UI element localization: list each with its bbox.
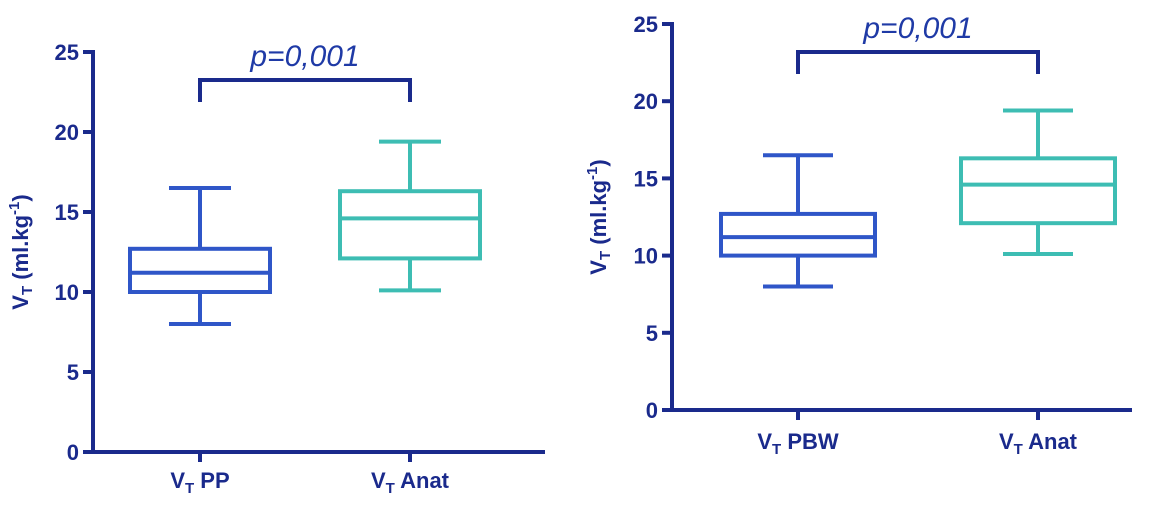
boxplot-1	[719, 153, 877, 289]
y-tick-label: 10	[634, 244, 658, 269]
chart-2: 0 5 10 15 20 25 VT (ml.kg-1) VT PBW VT Anat p=0,0…	[584, 12, 1132, 458]
p-value-label: p=0,001	[862, 12, 972, 45]
y-tick-label: 15	[55, 200, 79, 225]
y-tick-label: 25	[634, 12, 658, 37]
y-tick-label: 25	[55, 40, 79, 65]
iqr-box	[959, 156, 1117, 226]
y-tick-label: 0	[646, 398, 658, 423]
boxplot-1	[128, 186, 272, 326]
significance-bracket	[198, 78, 412, 102]
x-tick-label: VT PP	[170, 468, 229, 497]
boxplot-2	[959, 108, 1117, 257]
significance-bracket	[796, 50, 1040, 74]
y-tick-label: 10	[55, 280, 79, 305]
y-tick-label: 20	[634, 89, 658, 114]
x-tick-label: VT PBW	[757, 429, 839, 458]
y-tick-label: 5	[67, 360, 79, 385]
y-tick-label: 0	[67, 440, 79, 465]
y-tick-label: 5	[646, 321, 658, 346]
chart-1: 0 5 10 15 20 25 VT (ml.kg-1) VT PP VT Anat p=0,00…	[6, 40, 545, 497]
x-tick-label: VT Anat	[999, 429, 1078, 458]
iqr-box	[338, 189, 482, 261]
iqr-box	[128, 246, 272, 295]
y-tick-label: 15	[634, 166, 658, 191]
iqr-box	[719, 211, 877, 258]
x-tick-label: VT Anat	[371, 468, 450, 497]
y-axis-title: VT (ml.kg-1)	[584, 159, 614, 274]
y-axis-title: VT (ml.kg-1)	[6, 194, 36, 309]
p-value-label: p=0,001	[249, 40, 359, 73]
boxplot-2	[338, 139, 482, 293]
y-tick-label: 20	[55, 120, 79, 145]
